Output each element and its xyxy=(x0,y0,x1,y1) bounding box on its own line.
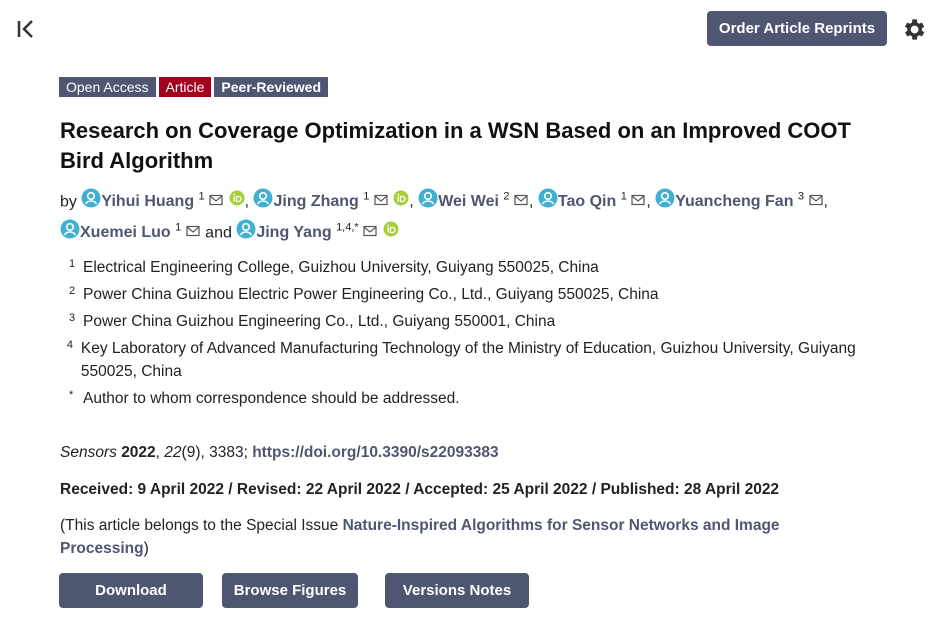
affiliation-text: Author to whom correspondence should be … xyxy=(83,390,460,407)
affiliation-mark: 2 xyxy=(60,283,83,306)
badge: Article xyxy=(158,77,212,97)
versions-notes-button[interactable]: Versions Notes xyxy=(385,573,529,608)
affiliation-text: Power China Guizhou Engineering Co., Ltd… xyxy=(83,313,556,330)
year: 2022 xyxy=(121,444,156,461)
journal: Sensors xyxy=(60,444,117,461)
separator: , xyxy=(823,193,828,211)
badge: Open Access xyxy=(59,77,156,97)
author: Jing Yang 1,4,* xyxy=(236,219,399,242)
author: Yihui Huang 1 , xyxy=(81,188,250,211)
email-icon xyxy=(363,221,378,245)
affiliation: 1 Electrical Engineering College, Guizhou… xyxy=(60,256,880,279)
separator: , xyxy=(646,193,651,211)
affiliation-text: Key Laboratory of Advanced Manufacturing… xyxy=(80,340,856,380)
affiliation-mark: 4 xyxy=(60,337,81,383)
email-icon xyxy=(186,221,201,245)
email-icon xyxy=(631,190,646,214)
author-sup: 1 xyxy=(363,191,370,203)
affiliation-text: Power China Guizhou Electric Power Engin… xyxy=(83,286,659,303)
author-sup: 1 xyxy=(620,191,627,203)
order-reprints-button[interactable]: Order Article Reprints xyxy=(707,11,887,46)
affiliation-mark: * xyxy=(60,387,83,410)
affiliation: 4 Key Laboratory of Advanced Manufacturin… xyxy=(60,337,880,383)
author-name[interactable]: Jing Yang xyxy=(256,224,332,242)
author: Wei Wei 2 , xyxy=(418,188,534,211)
person-icon xyxy=(236,219,256,247)
person-icon xyxy=(418,188,438,216)
author: Yuancheng Fan 3 , xyxy=(655,188,828,211)
author-name[interactable]: Yuancheng Fan xyxy=(675,193,794,211)
author-name[interactable]: Tao Qin xyxy=(557,193,617,211)
settings-icon[interactable] xyxy=(900,16,927,43)
badges: Open Access Article Peer-Reviewed xyxy=(59,77,331,97)
article-title: Research on Coverage Optimization in a W… xyxy=(60,118,851,173)
volume: 22 xyxy=(164,444,182,461)
issue-pages: (9), 3383; xyxy=(181,444,248,461)
author-sup: 2 xyxy=(503,191,510,203)
download-button[interactable]: Download xyxy=(59,573,203,608)
dates: Received: 9 April 2022 / Revised: 22 Apr… xyxy=(60,481,780,498)
doi-link[interactable]: https://doi.org/10.3390/s22093383 xyxy=(252,444,499,461)
author-sup: 1 xyxy=(198,191,205,203)
special-issue: (This article belongs to the Special Iss… xyxy=(60,514,820,560)
mark: 2 xyxy=(69,285,76,297)
author-sup: 3 xyxy=(797,191,805,203)
affiliation: * Author to whom correspondence should be… xyxy=(60,387,880,410)
special-issue-link[interactable]: Nature-Inspired Algorithms for Sensor Ne… xyxy=(60,517,780,557)
author-sup: 1 xyxy=(175,222,182,235)
author-name[interactable]: Wei Wei xyxy=(438,193,499,211)
affiliation: 3 Power China Guizhou Engineering Co., Lt… xyxy=(60,310,880,333)
orcid-icon xyxy=(229,190,245,214)
special-issue-prefix: (This article belongs to the Special Iss… xyxy=(60,517,339,534)
affiliation-text: Electrical Engineering College, Guizhou … xyxy=(83,259,599,276)
email-icon xyxy=(209,190,224,214)
affiliation-mark: 1 xyxy=(60,256,83,279)
separator: , xyxy=(244,193,250,211)
separator: , xyxy=(409,193,414,211)
affiliations: 1 Electrical Engineering College, Guizhou… xyxy=(60,256,880,414)
person-icon xyxy=(253,188,273,216)
author: Jing Zhang 1 , xyxy=(253,188,414,211)
person-icon xyxy=(60,219,80,247)
mark: * xyxy=(69,389,74,401)
author-name[interactable]: Xuemei Luo xyxy=(80,224,171,242)
special-issue-suffix: ) xyxy=(143,540,149,557)
back-icon[interactable] xyxy=(16,18,38,40)
orcid-icon xyxy=(383,221,399,245)
mark: 4 xyxy=(66,339,74,351)
email-icon xyxy=(514,190,529,214)
mark: 3 xyxy=(69,312,76,324)
and-label: and xyxy=(205,224,232,242)
authors: by Yihui Huang 1 , Jing Zhang 1 , Wei We… xyxy=(60,185,860,247)
orcid-icon xyxy=(393,190,409,214)
author-name[interactable]: Yihui Huang xyxy=(101,193,195,211)
email-icon xyxy=(374,190,389,214)
by-label: by xyxy=(60,193,77,211)
email-icon xyxy=(808,190,824,214)
browse-figures-button[interactable]: Browse Figures xyxy=(222,573,358,608)
mark: 1 xyxy=(69,258,76,270)
author-name[interactable]: Jing Zhang xyxy=(273,193,359,211)
separator: , xyxy=(529,193,534,211)
badge: Peer-Reviewed xyxy=(214,77,329,97)
affiliation: 2 Power China Guizhou Electric Power Engi… xyxy=(60,283,880,306)
author: Tao Qin 1 , xyxy=(538,188,651,211)
affiliation-mark: 3 xyxy=(60,310,83,333)
person-icon xyxy=(655,188,675,216)
author-sup: 1,4,* xyxy=(336,222,359,235)
separator: , xyxy=(155,444,160,461)
person-icon xyxy=(81,188,101,216)
citation: Sensors 2022, 22(9), 3383; https://doi.o… xyxy=(60,441,880,464)
person-icon xyxy=(538,188,558,216)
author: Xuemei Luo 1 xyxy=(60,219,201,242)
